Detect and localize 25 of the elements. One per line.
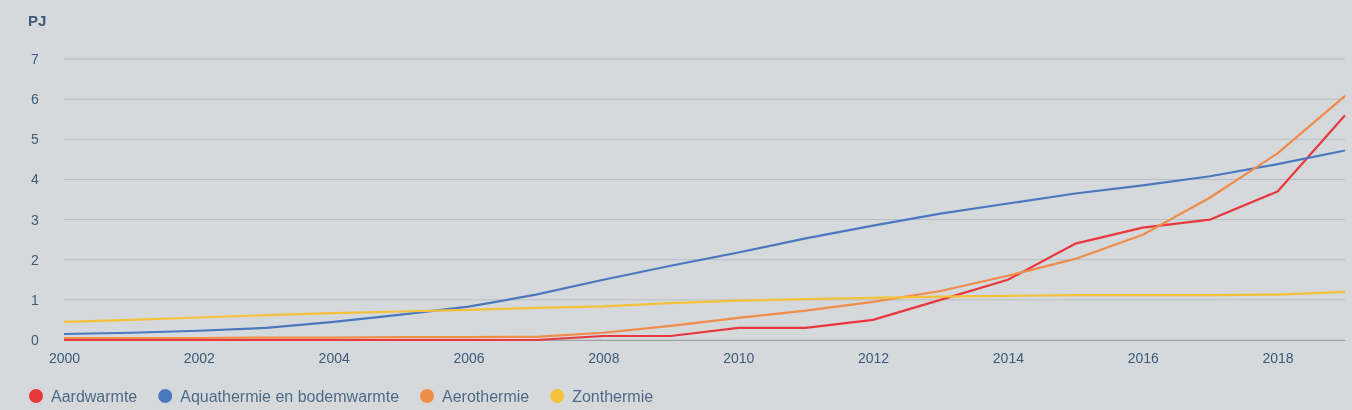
y-tick-label: 2 <box>31 251 40 268</box>
legend-label: Zonthermie <box>572 388 654 405</box>
y-tick-label: 6 <box>31 91 40 108</box>
x-tick-label: 2006 <box>453 349 485 366</box>
x-tick-label: 2002 <box>183 349 216 366</box>
x-tick-label: 2018 <box>1262 349 1294 366</box>
y-tick-label: 7 <box>31 50 40 67</box>
line-series <box>62 149 1347 336</box>
x-tick-label: 2010 <box>723 349 755 366</box>
line-series <box>62 290 1347 324</box>
y-tick-label: 4 <box>31 171 40 188</box>
y-tick-label: 0 <box>31 331 40 348</box>
x-tick-label: 2014 <box>992 349 1025 366</box>
y-tick-label: 5 <box>31 131 40 148</box>
legend-label: Aardwarmte <box>51 388 138 405</box>
legend-label: Aquathermie en bodemwarmte <box>180 388 400 405</box>
x-tick-label: 2016 <box>1127 349 1160 366</box>
y-tick-label: 1 <box>31 291 40 308</box>
y-tick-label: 3 <box>31 211 40 228</box>
x-tick-label: 2004 <box>318 349 350 366</box>
y-axis-title: PJ <box>28 12 47 29</box>
legend-label: Aerothermie <box>442 388 530 405</box>
x-tick-label: 2000 <box>48 349 81 366</box>
x-tick-label: 2008 <box>588 349 620 366</box>
x-tick-label: 2012 <box>857 349 890 366</box>
